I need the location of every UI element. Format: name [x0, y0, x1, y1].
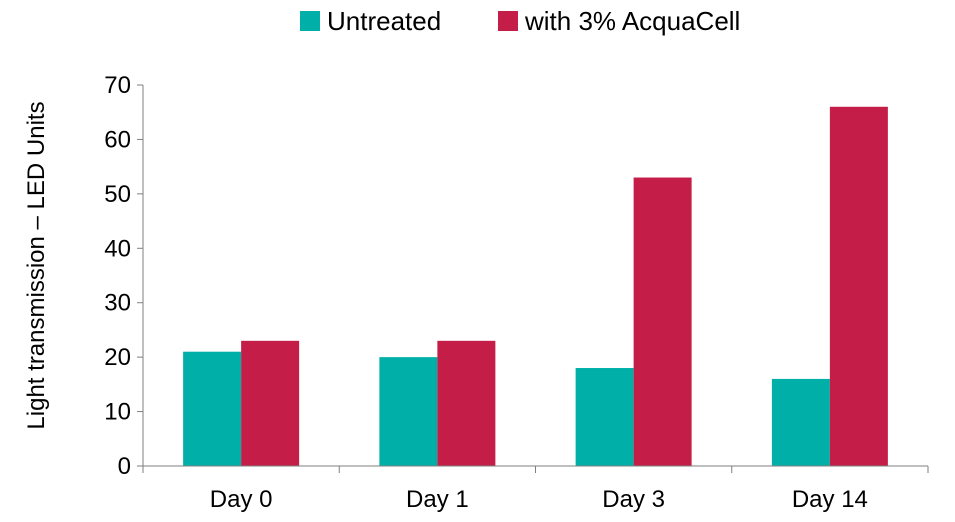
x-tick-label: Day 14 — [792, 486, 868, 513]
y-tick-label: 0 — [118, 453, 131, 480]
bar-untreated-day-1 — [379, 357, 438, 466]
legend-label: Untreated — [327, 6, 441, 36]
bar-untreated-day-14 — [771, 378, 830, 466]
bars — [183, 106, 888, 467]
y-tick-label: 50 — [104, 181, 131, 208]
x-axis: Day 0 Day 1 Day 3 Day 14 — [142, 465, 929, 513]
legend-swatch — [498, 11, 518, 31]
legend-label: with 3% AcquaCell — [524, 6, 740, 36]
y-tick-label: 30 — [104, 290, 131, 317]
legend: Untreated with 3% AcquaCell — [300, 6, 740, 36]
y-axis-title: Light transmission – LED Units — [23, 101, 50, 429]
bar-acquacell-day-3 — [633, 177, 692, 466]
bar-acquacell-day-1 — [437, 340, 496, 466]
bar-untreated-day-0 — [183, 351, 242, 466]
bar-untreated-day-3 — [575, 368, 634, 466]
y-tick-label: 40 — [104, 235, 131, 262]
legend-swatch — [300, 11, 320, 31]
y-tick-label: 70 — [104, 72, 131, 99]
y-axis-ticks: 0 10 20 30 40 50 60 70 — [104, 72, 144, 480]
y-tick-label: 10 — [104, 399, 131, 426]
x-tick-label: Day 0 — [210, 486, 273, 513]
y-tick-label: 60 — [104, 126, 131, 153]
x-tick-label: Day 3 — [602, 486, 665, 513]
y-tick-label: 20 — [104, 344, 131, 371]
bar-acquacell-day-0 — [241, 340, 300, 466]
x-tick-label: Day 1 — [406, 486, 469, 513]
bar-acquacell-day-14 — [829, 106, 888, 467]
